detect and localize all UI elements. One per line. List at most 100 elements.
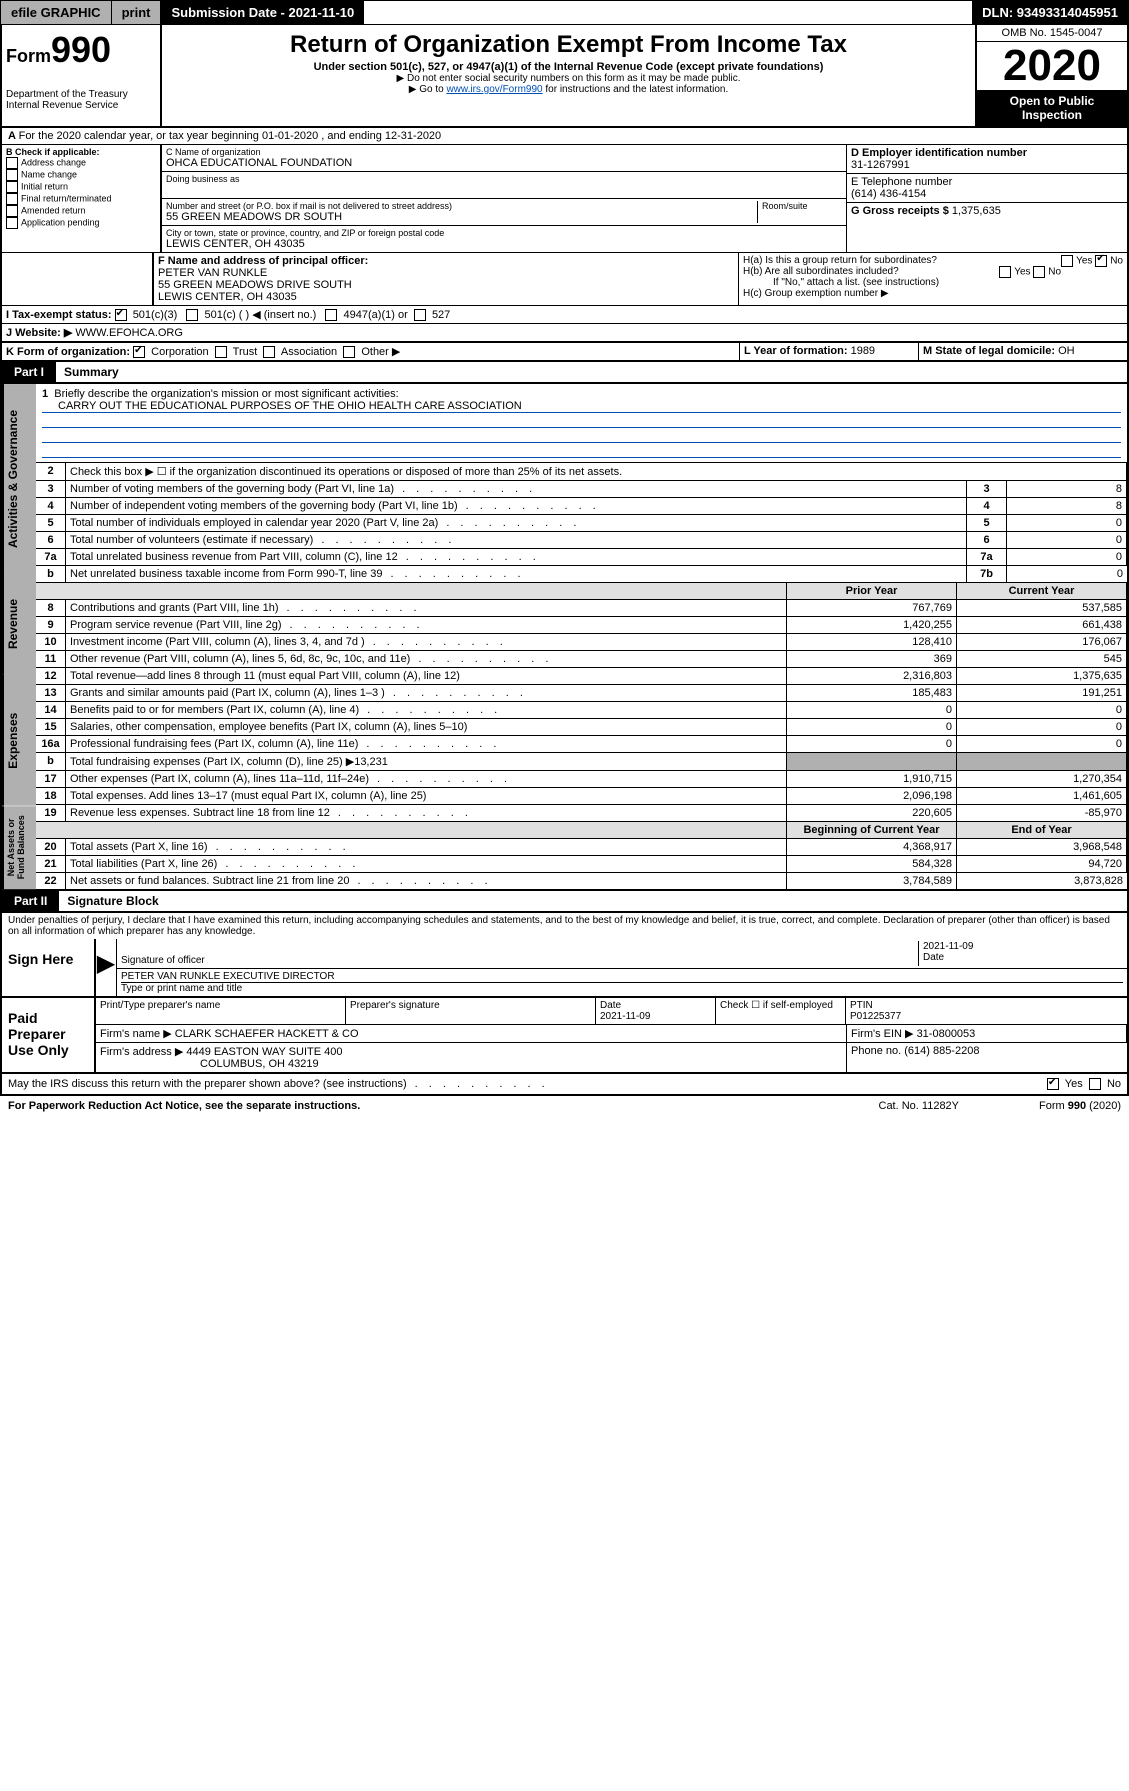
p16b bbox=[787, 753, 957, 771]
discuss-text: May the IRS discuss this return with the… bbox=[8, 1078, 1047, 1090]
prep-date-value: 2021-11-09 bbox=[600, 1011, 650, 1022]
print-button[interactable]: print bbox=[112, 1, 162, 24]
c10: 176,067 bbox=[957, 634, 1127, 651]
discuss-yes[interactable] bbox=[1047, 1078, 1059, 1090]
check-name-change[interactable] bbox=[6, 169, 18, 181]
rev-spacer bbox=[36, 583, 787, 600]
klm-row: K Form of organization: Corporation Trus… bbox=[0, 343, 1129, 362]
l15: Salaries, other compensation, employee b… bbox=[66, 719, 787, 736]
c15: 0 bbox=[957, 719, 1127, 736]
p9: 1,420,255 bbox=[787, 617, 957, 634]
dept-label: Department of the Treasury bbox=[6, 89, 156, 100]
form-subtitle-1: Under section 501(c), 527, or 4947(a)(1)… bbox=[166, 61, 971, 73]
firm-ein-label: Firm's EIN ▶ bbox=[851, 1028, 914, 1040]
perjury-text: Under penalties of perjury, I declare th… bbox=[0, 913, 1129, 939]
city-label: City or town, state or province, country… bbox=[166, 228, 842, 238]
hb-no[interactable] bbox=[1033, 266, 1045, 278]
part1-title: Summary bbox=[56, 362, 127, 382]
p14: 0 bbox=[787, 702, 957, 719]
paperwork-notice: For Paperwork Reduction Act Notice, see … bbox=[8, 1100, 360, 1112]
n18: 18 bbox=[36, 788, 66, 805]
goto-prefix: ▶ Go to bbox=[409, 84, 447, 95]
p16a: 0 bbox=[787, 736, 957, 753]
hb-label: H(b) Are all subordinates included? bbox=[743, 266, 899, 277]
chk-corp[interactable] bbox=[133, 346, 145, 358]
discuss-no[interactable] bbox=[1089, 1078, 1101, 1090]
c11: 545 bbox=[957, 651, 1127, 668]
chk-other[interactable] bbox=[343, 346, 355, 358]
l8: Contributions and grants (Part VIII, lin… bbox=[66, 600, 787, 617]
n12: 12 bbox=[36, 668, 66, 685]
check-amended[interactable] bbox=[6, 205, 18, 217]
footer-form-num: 990 bbox=[1068, 1100, 1086, 1112]
addr-label: Number and street (or P.O. box if mail i… bbox=[166, 201, 757, 211]
check-label-0: Address change bbox=[21, 157, 86, 167]
firm-addr1: 4449 EASTON WAY SUITE 400 bbox=[186, 1046, 342, 1058]
box7a: 7a bbox=[967, 549, 1007, 566]
n14: 14 bbox=[36, 702, 66, 719]
chk-501c[interactable] bbox=[186, 309, 198, 321]
prep-name-label: Print/Type preparer's name bbox=[96, 998, 346, 1025]
check-final-return[interactable] bbox=[6, 193, 18, 205]
chk-4947[interactable] bbox=[325, 309, 337, 321]
check-app-pending[interactable] bbox=[6, 217, 18, 229]
p11: 369 bbox=[787, 651, 957, 668]
submission-date: Submission Date - 2021-11-10 bbox=[161, 1, 364, 24]
line7a-text: Total unrelated business revenue from Pa… bbox=[66, 549, 967, 566]
n16a: 16a bbox=[36, 736, 66, 753]
n3: 3 bbox=[36, 481, 66, 498]
check-initial-return[interactable] bbox=[6, 181, 18, 193]
begin-year-header: Beginning of Current Year bbox=[787, 822, 957, 839]
na-spacer bbox=[36, 822, 787, 839]
cat-no: Cat. No. 11282Y bbox=[879, 1100, 960, 1112]
p21: 584,328 bbox=[787, 856, 957, 873]
line-a-text: For the 2020 calendar year, or tax year … bbox=[19, 130, 442, 142]
box-i-label: I Tax-exempt status: bbox=[6, 309, 112, 321]
mission-line-4 bbox=[42, 443, 1121, 458]
fh-block: F Name and address of principal officer:… bbox=[0, 253, 1129, 306]
opt-527: 527 bbox=[432, 309, 450, 321]
discuss-no-label: No bbox=[1107, 1078, 1121, 1090]
form-header: Form990 Department of the Treasury Inter… bbox=[0, 25, 1129, 128]
tax-year: 2020 bbox=[977, 42, 1127, 90]
hb-yes[interactable] bbox=[999, 266, 1011, 278]
p19: 220,605 bbox=[787, 805, 957, 822]
form-footer: Form 990 (2020) bbox=[1039, 1100, 1121, 1112]
tab-expenses: Expenses bbox=[2, 675, 36, 806]
check-address-change[interactable] bbox=[6, 157, 18, 169]
form-subtitle-2: ▶ Do not enter social security numbers o… bbox=[166, 73, 971, 84]
state-domicile: OH bbox=[1058, 345, 1075, 357]
firm-addr2: COLUMBUS, OH 43219 bbox=[200, 1058, 319, 1070]
c22: 3,873,828 bbox=[957, 873, 1127, 889]
ha-no[interactable] bbox=[1095, 255, 1107, 267]
c12: 1,375,635 bbox=[957, 668, 1127, 685]
efile-button[interactable]: efile GRAPHIC bbox=[1, 1, 112, 24]
n22: 22 bbox=[36, 873, 66, 889]
open-public-badge: Open to Public Inspection bbox=[977, 90, 1127, 126]
l13: Grants and similar amounts paid (Part IX… bbox=[66, 685, 787, 702]
ein-value: 31-1267991 bbox=[851, 159, 1123, 171]
chk-501c3[interactable] bbox=[115, 309, 127, 321]
c17: 1,270,354 bbox=[957, 771, 1127, 788]
l12: Total revenue—add lines 8 through 11 (mu… bbox=[66, 668, 787, 685]
hc-label: H(c) Group exemption number ▶ bbox=[743, 288, 1123, 299]
p17: 1,910,715 bbox=[787, 771, 957, 788]
l16a: Professional fundraising fees (Part IX, … bbox=[66, 736, 787, 753]
chk-527[interactable] bbox=[414, 309, 426, 321]
i-row: I Tax-exempt status: 501(c)(3) 501(c) ( … bbox=[0, 306, 1129, 324]
hb-no-label: No bbox=[1048, 267, 1061, 278]
n4: 4 bbox=[36, 498, 66, 515]
line2-text: Check this box ▶ ☐ if the organization d… bbox=[66, 463, 1127, 481]
chk-assoc[interactable] bbox=[263, 346, 275, 358]
hb-yes-label: Yes bbox=[1014, 267, 1030, 278]
n17: 17 bbox=[36, 771, 66, 788]
part2-title: Signature Block bbox=[59, 891, 166, 911]
check-label-2: Initial return bbox=[21, 181, 68, 191]
irs-link[interactable]: www.irs.gov/Form990 bbox=[446, 84, 542, 95]
ha-yes[interactable] bbox=[1061, 255, 1073, 267]
line6-text: Total number of volunteers (estimate if … bbox=[66, 532, 967, 549]
line4-text: Number of independent voting members of … bbox=[66, 498, 967, 515]
chk-trust[interactable] bbox=[215, 346, 227, 358]
c13: 191,251 bbox=[957, 685, 1127, 702]
l10: Investment income (Part VIII, column (A)… bbox=[66, 634, 787, 651]
